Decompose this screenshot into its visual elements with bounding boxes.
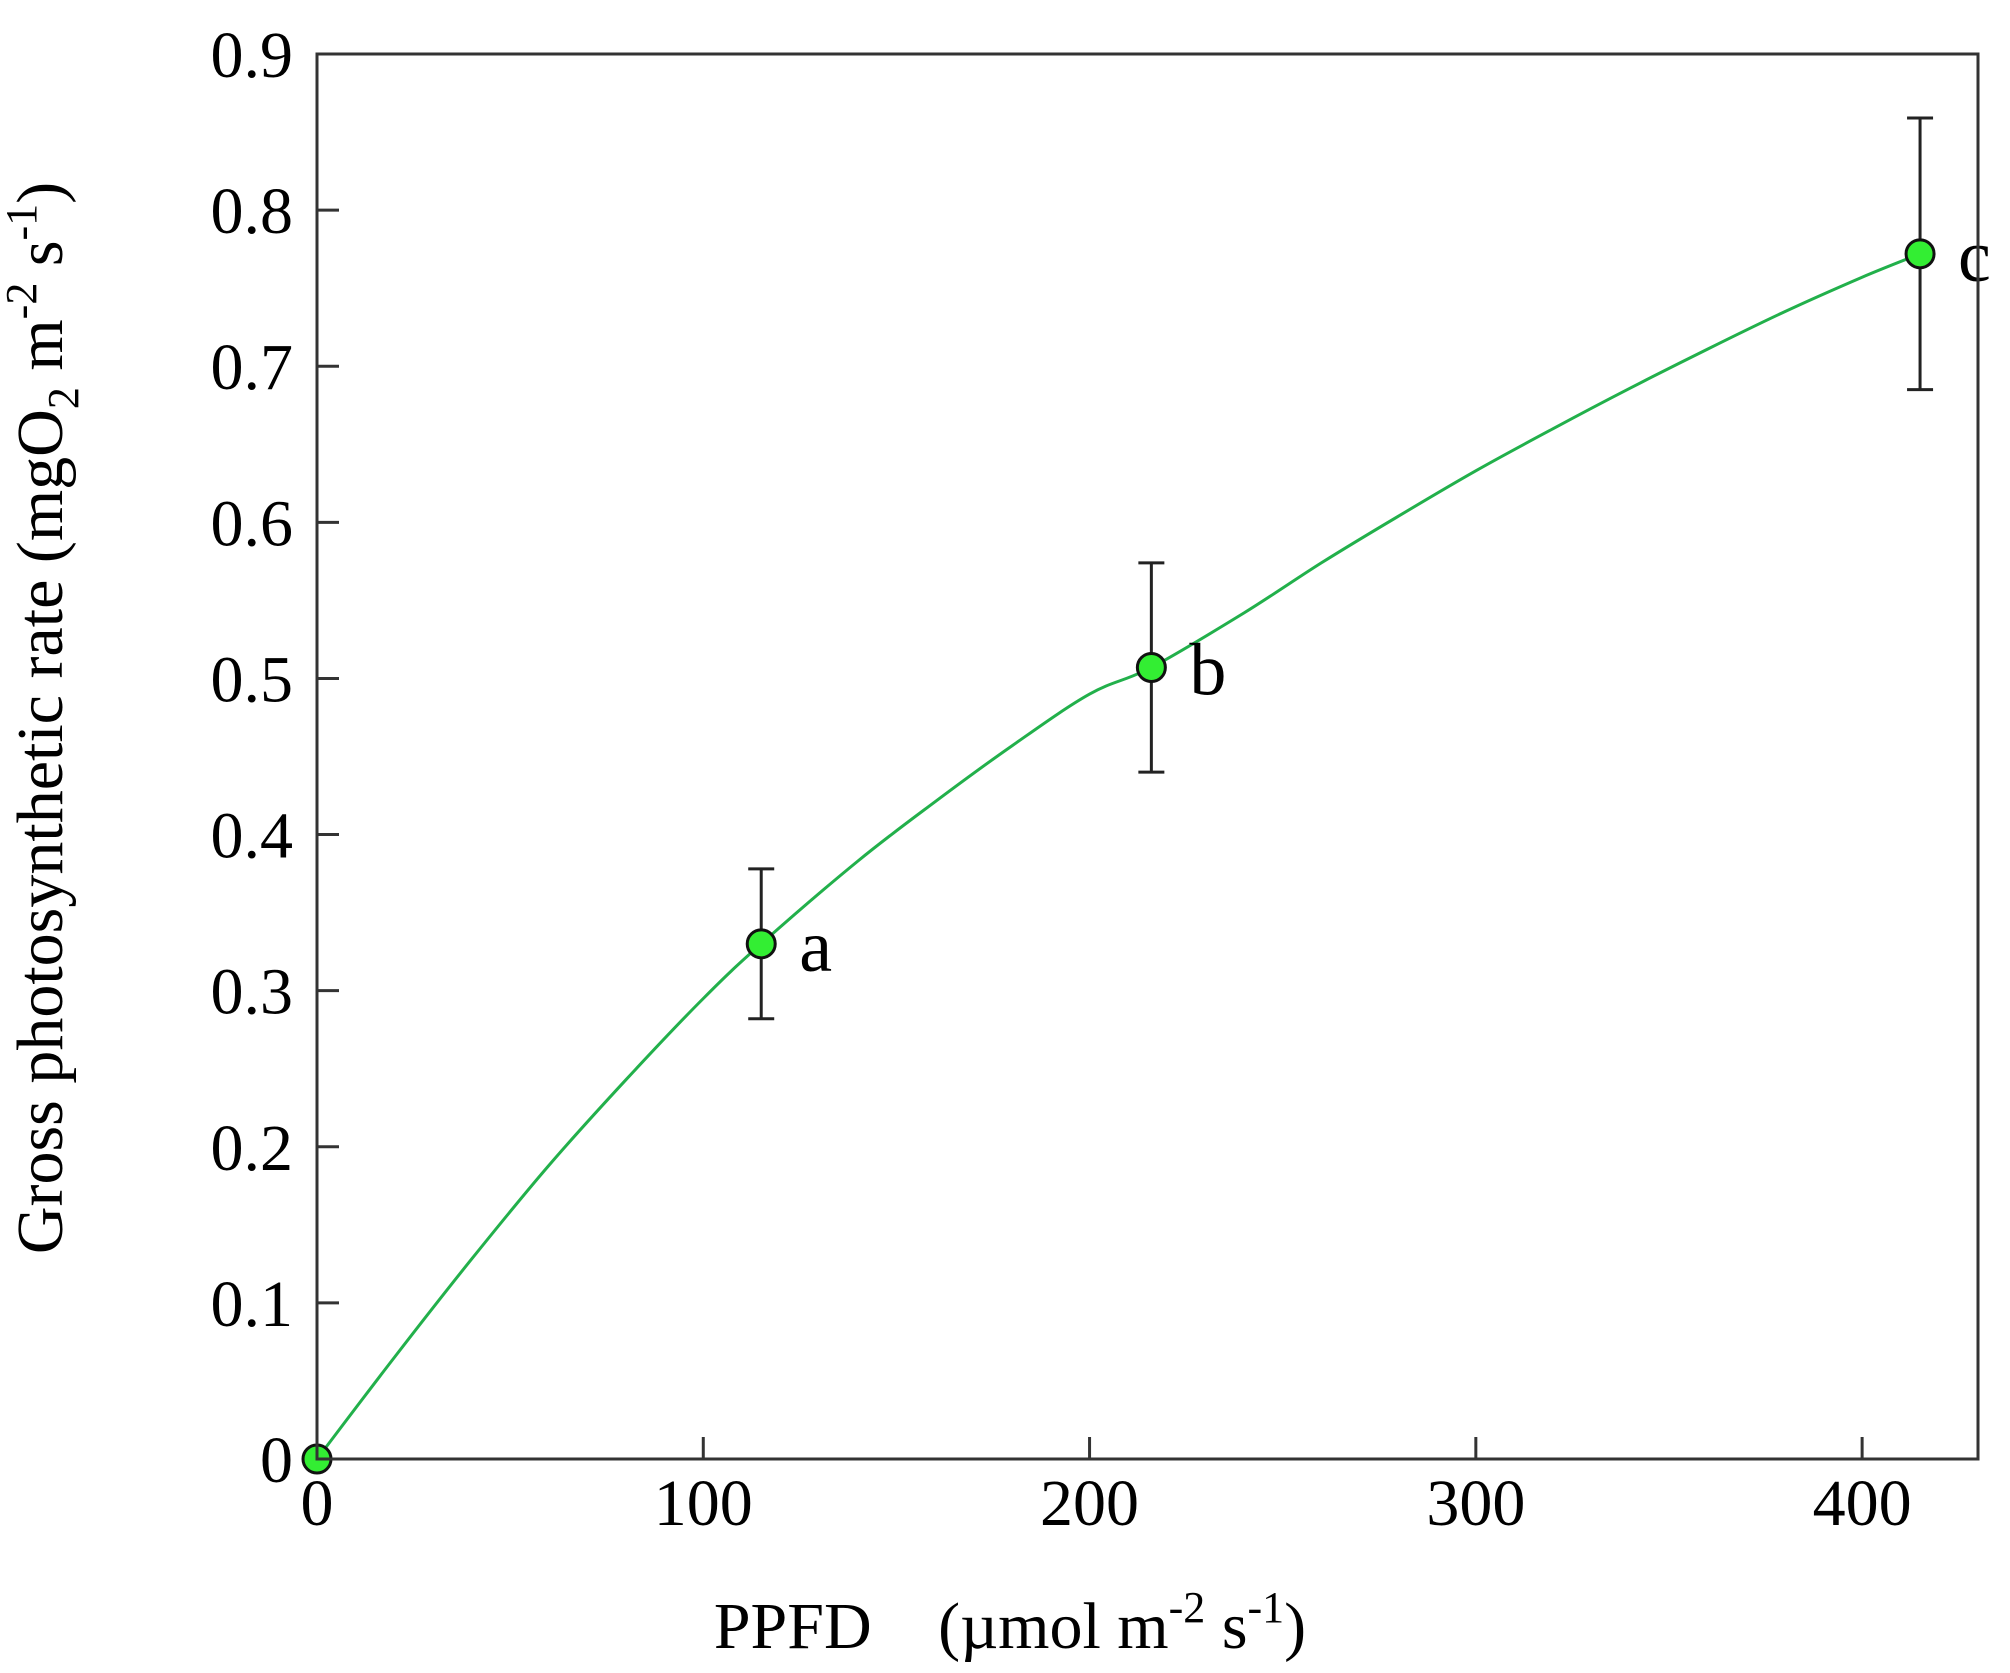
x-axis-unit-mid: s (1205, 1590, 1247, 1663)
y-tick-label-1: 0.1 (211, 1268, 294, 1341)
x-tick-label-3: 300 (1426, 1467, 1525, 1540)
y-axis-suffix: ) (4, 182, 77, 204)
point-label-a: a (799, 906, 832, 988)
x-tick-label-1: 100 (654, 1467, 753, 1540)
data-point-1 (745, 928, 777, 960)
y-tick-label-2: 0.2 (211, 1112, 294, 1185)
x-tick-label-4: 400 (1813, 1467, 1912, 1540)
y-axis-mid1: m (4, 319, 77, 387)
y-tick-label-5: 0.5 (211, 643, 294, 716)
y-axis-prefix: Gross photosynthetic rate (mgO (4, 409, 77, 1254)
x-axis-unit-open: (µmol m (938, 1590, 1169, 1663)
y-tick-label-7: 0.7 (211, 331, 294, 404)
x-axis-unit-exp1: -2 (1169, 1583, 1206, 1632)
y-axis-sub: 2 (39, 387, 88, 409)
x-tick-label-0: 0 (301, 1467, 334, 1540)
point-label-c: c (1958, 216, 1991, 298)
x-axis-quantity: PPFD (714, 1590, 872, 1663)
y-tick-label-6: 0.6 (211, 487, 294, 560)
point-label-b: b (1189, 630, 1226, 712)
fit-curve (315, 252, 1921, 1460)
x-axis-title: PPFD (µmol m-2 s-1) (714, 1583, 1306, 1663)
ticks: 0 100 200 300 400 0 0.1 0.2 0.3 0.4 0.5 0.6 0.7 0.8 0.… (211, 19, 1912, 1540)
y-tick-label-8: 0.8 (211, 175, 294, 248)
y-axis-exp1: -2 (0, 283, 46, 320)
data-point-2 (1135, 652, 1167, 684)
fit-curve-group (315, 252, 1921, 1460)
x-axis-unit-exp2: -1 (1248, 1583, 1285, 1632)
y-tick-label-3: 0.3 (211, 956, 294, 1029)
plot-frame (315, 52, 1980, 1461)
data-point-3 (1904, 238, 1936, 270)
x-axis-unit-close: ) (1284, 1590, 1306, 1663)
data-points: a b c (301, 116, 1991, 1475)
x-tick-label-2: 200 (1040, 1467, 1139, 1540)
y-tick-label-9: 0.9 (211, 19, 294, 92)
y-axis-title: Gross photosynthetic rate (mgO2 m-2 s-1) (0, 182, 88, 1254)
y-tick-label-4: 0.4 (211, 800, 294, 873)
y-axis-exp2: -1 (0, 204, 46, 241)
y-axis-mid2: s (4, 240, 77, 282)
y-tick-label-0: 0 (260, 1424, 293, 1497)
